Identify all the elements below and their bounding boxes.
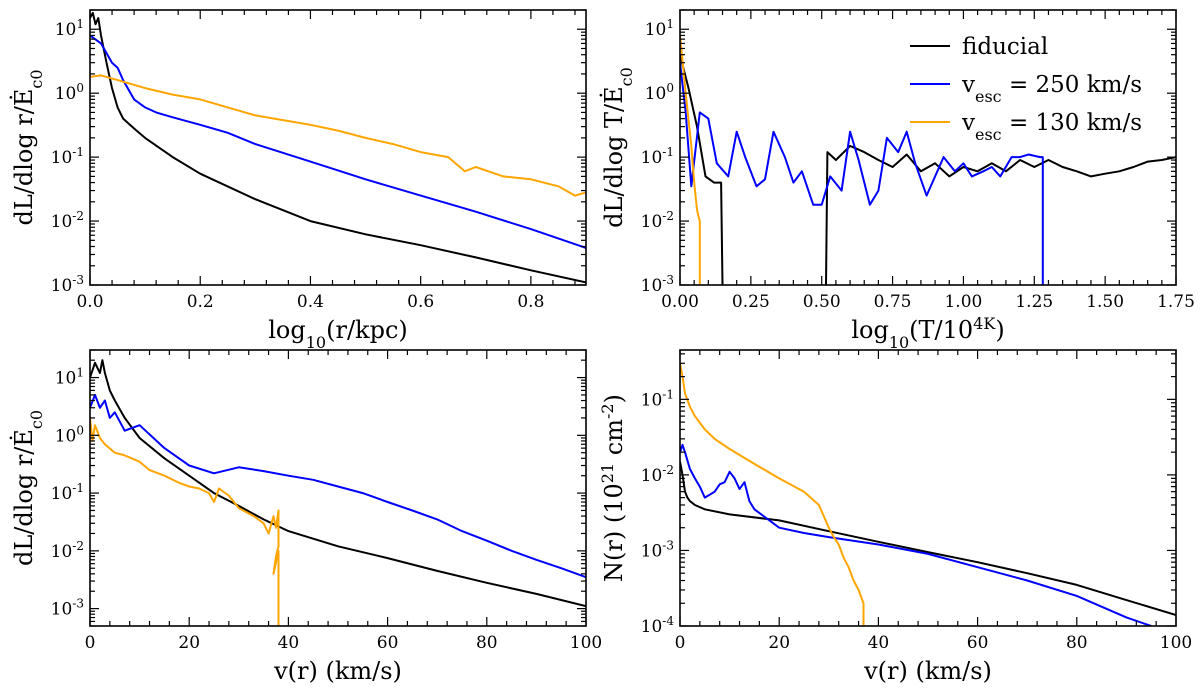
panel-d-series-v250 [680, 443, 1152, 626]
panel-d-frame [679, 349, 1177, 627]
panel-c-series-fiducial [90, 359, 586, 608]
legend-label-v130: vesc = 130 km/s [961, 110, 1142, 144]
panel-d-series-v130 [680, 363, 865, 626]
panel-a-ytick-label: 10-3 [51, 273, 84, 296]
panel-a-xlabel: log10(r/kpc) [268, 316, 408, 352]
panel-b-xtick-label: 0.00 [661, 292, 699, 312]
panel-c-ytick-label: 10-3 [51, 597, 84, 620]
panel-d-ytick-label: 10-2 [641, 463, 674, 486]
panel-c-ytick-label: 100 [55, 423, 84, 446]
panel-c-series-v130 [90, 417, 280, 626]
panel-d-xlabel: v(r) (km/s) [863, 657, 992, 685]
panel-b-ytick-label: 100 [645, 81, 674, 104]
legend: fiducial vesc = 250 km/s vesc = 130 km/s [910, 34, 1142, 144]
panel-c-ylabel: dL/dlog r/Ėc0 [9, 410, 46, 566]
panel-a-xtick-label: 0.6 [407, 292, 434, 312]
panel-c-xtick-label: 100 [570, 633, 602, 653]
panel-d: 0 20 40 60 80 100 10-4 10-3 10-2 10-1 v(r) (km/s) N… [598, 349, 1192, 685]
panel-c-xtick-label: 20 [178, 633, 200, 653]
legend-label-v250: vesc = 250 km/s [961, 72, 1142, 106]
panel-b: 0.00 0.25 0.50 0.75 1.00 1.25 1.50 1.75 10-3 10-2… [599, 9, 1195, 352]
panel-a-series-v130 [90, 74, 586, 197]
panel-c-frame [89, 349, 587, 627]
panel-d-ytick-label: 10-1 [641, 387, 674, 410]
panel-c: 0 20 40 60 80 100 10-3 10-2 10-1 100 101 v(r) (km/s… [9, 349, 602, 685]
panel-b-xtick-label: 1.75 [1157, 292, 1195, 312]
panel-b-series-v130 [680, 35, 701, 285]
panel-d-ytick-label: 10-4 [641, 614, 675, 637]
panel-b-series-v250 [680, 62, 1044, 285]
panel-c-ytick-label: 10-2 [51, 539, 84, 562]
panel-b-series-fiducial [680, 54, 1176, 285]
panel-d-ytick-label: 10-3 [641, 538, 674, 561]
panel-a-ytick-label: 10-1 [51, 145, 84, 168]
legend-label-fiducial: fiducial [962, 34, 1048, 60]
panel-b-ytick-label: 10-2 [641, 209, 674, 232]
panel-c-xtick-label: 80 [476, 633, 498, 653]
panel-b-xtick-label: 0.75 [874, 292, 912, 312]
panel-d-xtick-label: 60 [967, 633, 989, 653]
panel-b-ytick-label: 10-1 [641, 145, 674, 168]
panel-d-ylabel: N(r) (1021 cm-2) [598, 394, 629, 582]
panel-c-xtick-label: 0 [85, 633, 96, 653]
panel-d-xtick-label: 100 [1160, 633, 1192, 653]
panel-b-xtick-label: 0.50 [803, 292, 841, 312]
panel-c-xtick-label: 60 [377, 633, 399, 653]
panel-b-xtick-label: 1.25 [1015, 292, 1053, 312]
panel-a-series-fiducial [90, 11, 586, 284]
panel-d-xtick-label: 20 [768, 633, 790, 653]
panel-a-ylabel: dL/dlog r/Ėc0 [9, 69, 46, 225]
panel-d-series-fiducial [680, 461, 1176, 616]
panel-a-frame [89, 9, 587, 286]
panel-a-xtick-label: 0.8 [517, 292, 544, 312]
panel-d-xtick-label: 40 [868, 633, 890, 653]
panel-b-ylabel: dL/dlog T/Ėc0 [599, 67, 636, 228]
panel-a-xtick-label: 0.2 [187, 292, 214, 312]
panel-a-ytick-label: 101 [55, 17, 84, 40]
panel-a: 0.0 0.2 0.4 0.6 0.8 10-3 10-2 10-1 100 101 log10(r… [9, 9, 587, 352]
panel-a-xtick-label: 0.4 [297, 292, 324, 312]
panel-c-ytick-label: 101 [55, 366, 84, 389]
panel-a-ytick-label: 10-2 [51, 209, 84, 232]
panel-b-xtick-label: 1.50 [1086, 292, 1124, 312]
panel-b-xlabel: log10(T/104K) [851, 314, 1004, 352]
panel-b-ytick-label: 10-3 [641, 273, 674, 296]
panel-c-xtick-label: 40 [278, 633, 300, 653]
panel-b-frame [679, 9, 1177, 286]
panel-d-xtick-label: 0 [675, 633, 686, 653]
panel-c-ytick-label: 10-1 [51, 481, 84, 504]
panel-c-xlabel: v(r) (km/s) [273, 657, 402, 685]
panel-a-ytick-label: 100 [55, 81, 84, 104]
panel-a-xtick-label: 0.0 [76, 292, 103, 312]
panel-b-xtick-label: 1.00 [944, 292, 982, 312]
panel-a-series-v250 [90, 34, 586, 249]
panel-b-xtick-label: 0.25 [732, 292, 770, 312]
panel-d-xtick-label: 80 [1066, 633, 1088, 653]
panel-b-ytick-label: 101 [645, 17, 674, 40]
panel-c-series-v250 [90, 393, 586, 579]
